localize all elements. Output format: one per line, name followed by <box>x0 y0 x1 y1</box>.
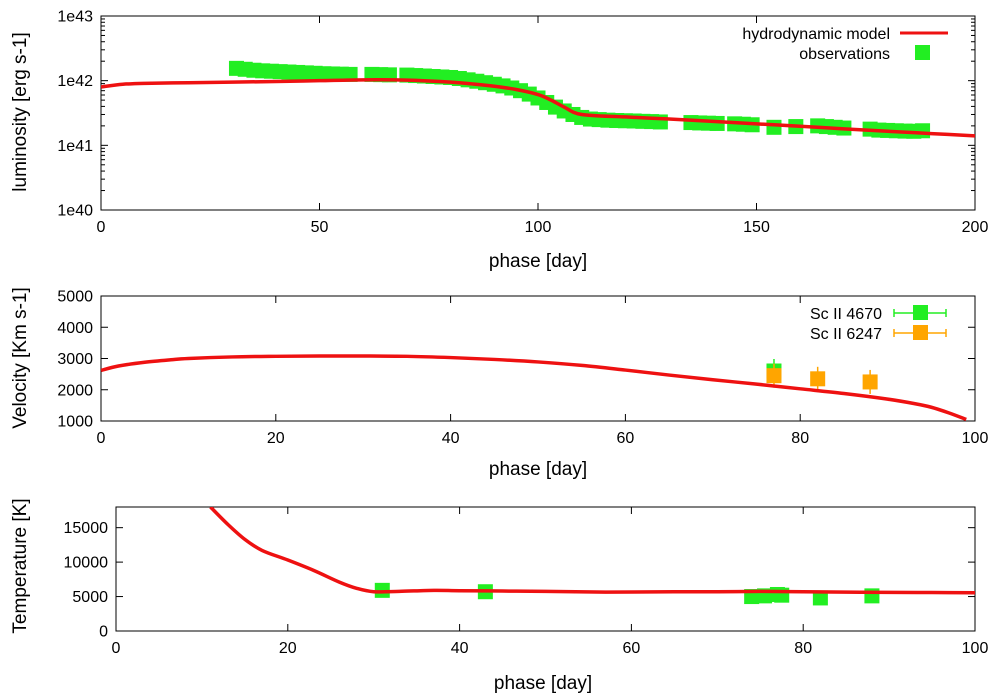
luminosity-x-tick-label: 150 <box>743 219 770 236</box>
legend-label-hydrodynamic-model: hydrodynamic model <box>742 26 890 43</box>
velocity-y-tick-label: 3000 <box>57 351 93 368</box>
velocity-x-tick-label: 0 <box>97 430 106 447</box>
temperature-obs-markers <box>374 582 880 606</box>
temperature-x-tick-label: 0 <box>112 640 121 657</box>
legend-swatch-sc-ii-4670 <box>893 305 947 320</box>
luminosity-y-axis-title: luminosity [erg s-1] <box>10 32 31 191</box>
luminosity-model-line <box>101 78 975 138</box>
data-point <box>915 123 931 139</box>
velocity-x-tick-label: 100 <box>962 430 989 447</box>
temperature-y-axis-title: Temperature [K] <box>10 498 31 633</box>
velocity-legend: Sc II 4670 Sc II 6247 <box>810 305 947 343</box>
data-point <box>342 66 358 82</box>
temperature-x-tick-label: 40 <box>451 640 469 657</box>
temperature-plot-frame <box>115 506 976 632</box>
temperature-y-tick-label: 0 <box>99 624 108 641</box>
velocity-y-axis-title: Velocity [Km s-1] <box>10 287 31 429</box>
temperature-y-tick-label: 10000 <box>64 555 109 572</box>
velocity-ticks: 0 20 40 60 80 100 1000 2000 3000 4000 5000 <box>57 289 988 448</box>
legend-swatch-sc-ii-6247 <box>893 325 947 340</box>
temperature-x-tick-label: 80 <box>794 640 812 657</box>
luminosity-legend: hydrodynamic model observations <box>742 26 948 63</box>
legend-label-sc-ii-6247: Sc II 6247 <box>810 326 882 343</box>
sc-ii-6247-markers <box>766 363 878 394</box>
velocity-y-tick-label: 4000 <box>57 320 93 337</box>
velocity-x-axis-title: phase [day] <box>489 459 587 480</box>
velocity-x-tick-label: 20 <box>267 430 285 447</box>
luminosity-ticks: 0 50 100 150 200 1e40 1e41 1e42 1e43 <box>57 9 988 237</box>
legend-label-observations: observations <box>799 46 890 63</box>
velocity-series <box>101 354 967 421</box>
luminosity-x-tick-label: 50 <box>311 219 329 236</box>
velocity-panel: 0 20 40 60 80 100 1000 2000 3000 4000 5000 phase [… <box>10 287 988 480</box>
legend-label-sc-ii-4670: Sc II 4670 <box>810 306 882 323</box>
temperature-x-tick-label: 20 <box>279 640 297 657</box>
data-point <box>810 371 826 387</box>
luminosity-series <box>101 60 975 139</box>
luminosity-x-tick-label: 200 <box>962 219 989 236</box>
data-point <box>812 590 828 606</box>
temperature-model-line <box>209 507 975 595</box>
temperature-x-tick-label: 100 <box>962 640 989 657</box>
luminosity-y-tick-label: 1e42 <box>57 73 93 90</box>
temperature-y-tick-label: 5000 <box>72 589 108 606</box>
luminosity-x-tick-label: 100 <box>525 219 552 236</box>
luminosity-y-tick-label: 1e40 <box>57 203 93 220</box>
temperature-ticks: 0 20 40 60 80 100 0 5000 10000 15000 <box>64 507 989 657</box>
velocity-model-line <box>101 354 967 421</box>
velocity-x-tick-label: 80 <box>791 430 809 447</box>
luminosity-y-tick-label: 1e41 <box>57 138 93 155</box>
luminosity-panel: 0 50 100 150 200 1e40 1e41 1e42 1e43 phase [day]… <box>10 9 988 273</box>
velocity-x-tick-label: 40 <box>442 430 460 447</box>
velocity-y-tick-label: 1000 <box>57 414 93 431</box>
luminosity-y-tick-label: 1e43 <box>57 9 93 26</box>
luminosity-x-tick-label: 0 <box>97 219 106 236</box>
temperature-series <box>209 507 975 606</box>
velocity-y-tick-label: 2000 <box>57 382 93 399</box>
temperature-y-tick-label: 15000 <box>64 520 109 537</box>
temperature-x-axis-title: phase [day] <box>494 673 592 694</box>
data-point <box>862 374 878 390</box>
luminosity-x-axis-title: phase [day] <box>489 251 587 272</box>
velocity-x-tick-label: 60 <box>617 430 635 447</box>
data-point <box>766 119 782 135</box>
velocity-y-tick-label: 5000 <box>57 289 93 306</box>
data-point <box>766 368 782 384</box>
temperature-x-tick-label: 60 <box>623 640 641 657</box>
legend-swatch-observations <box>915 45 930 60</box>
